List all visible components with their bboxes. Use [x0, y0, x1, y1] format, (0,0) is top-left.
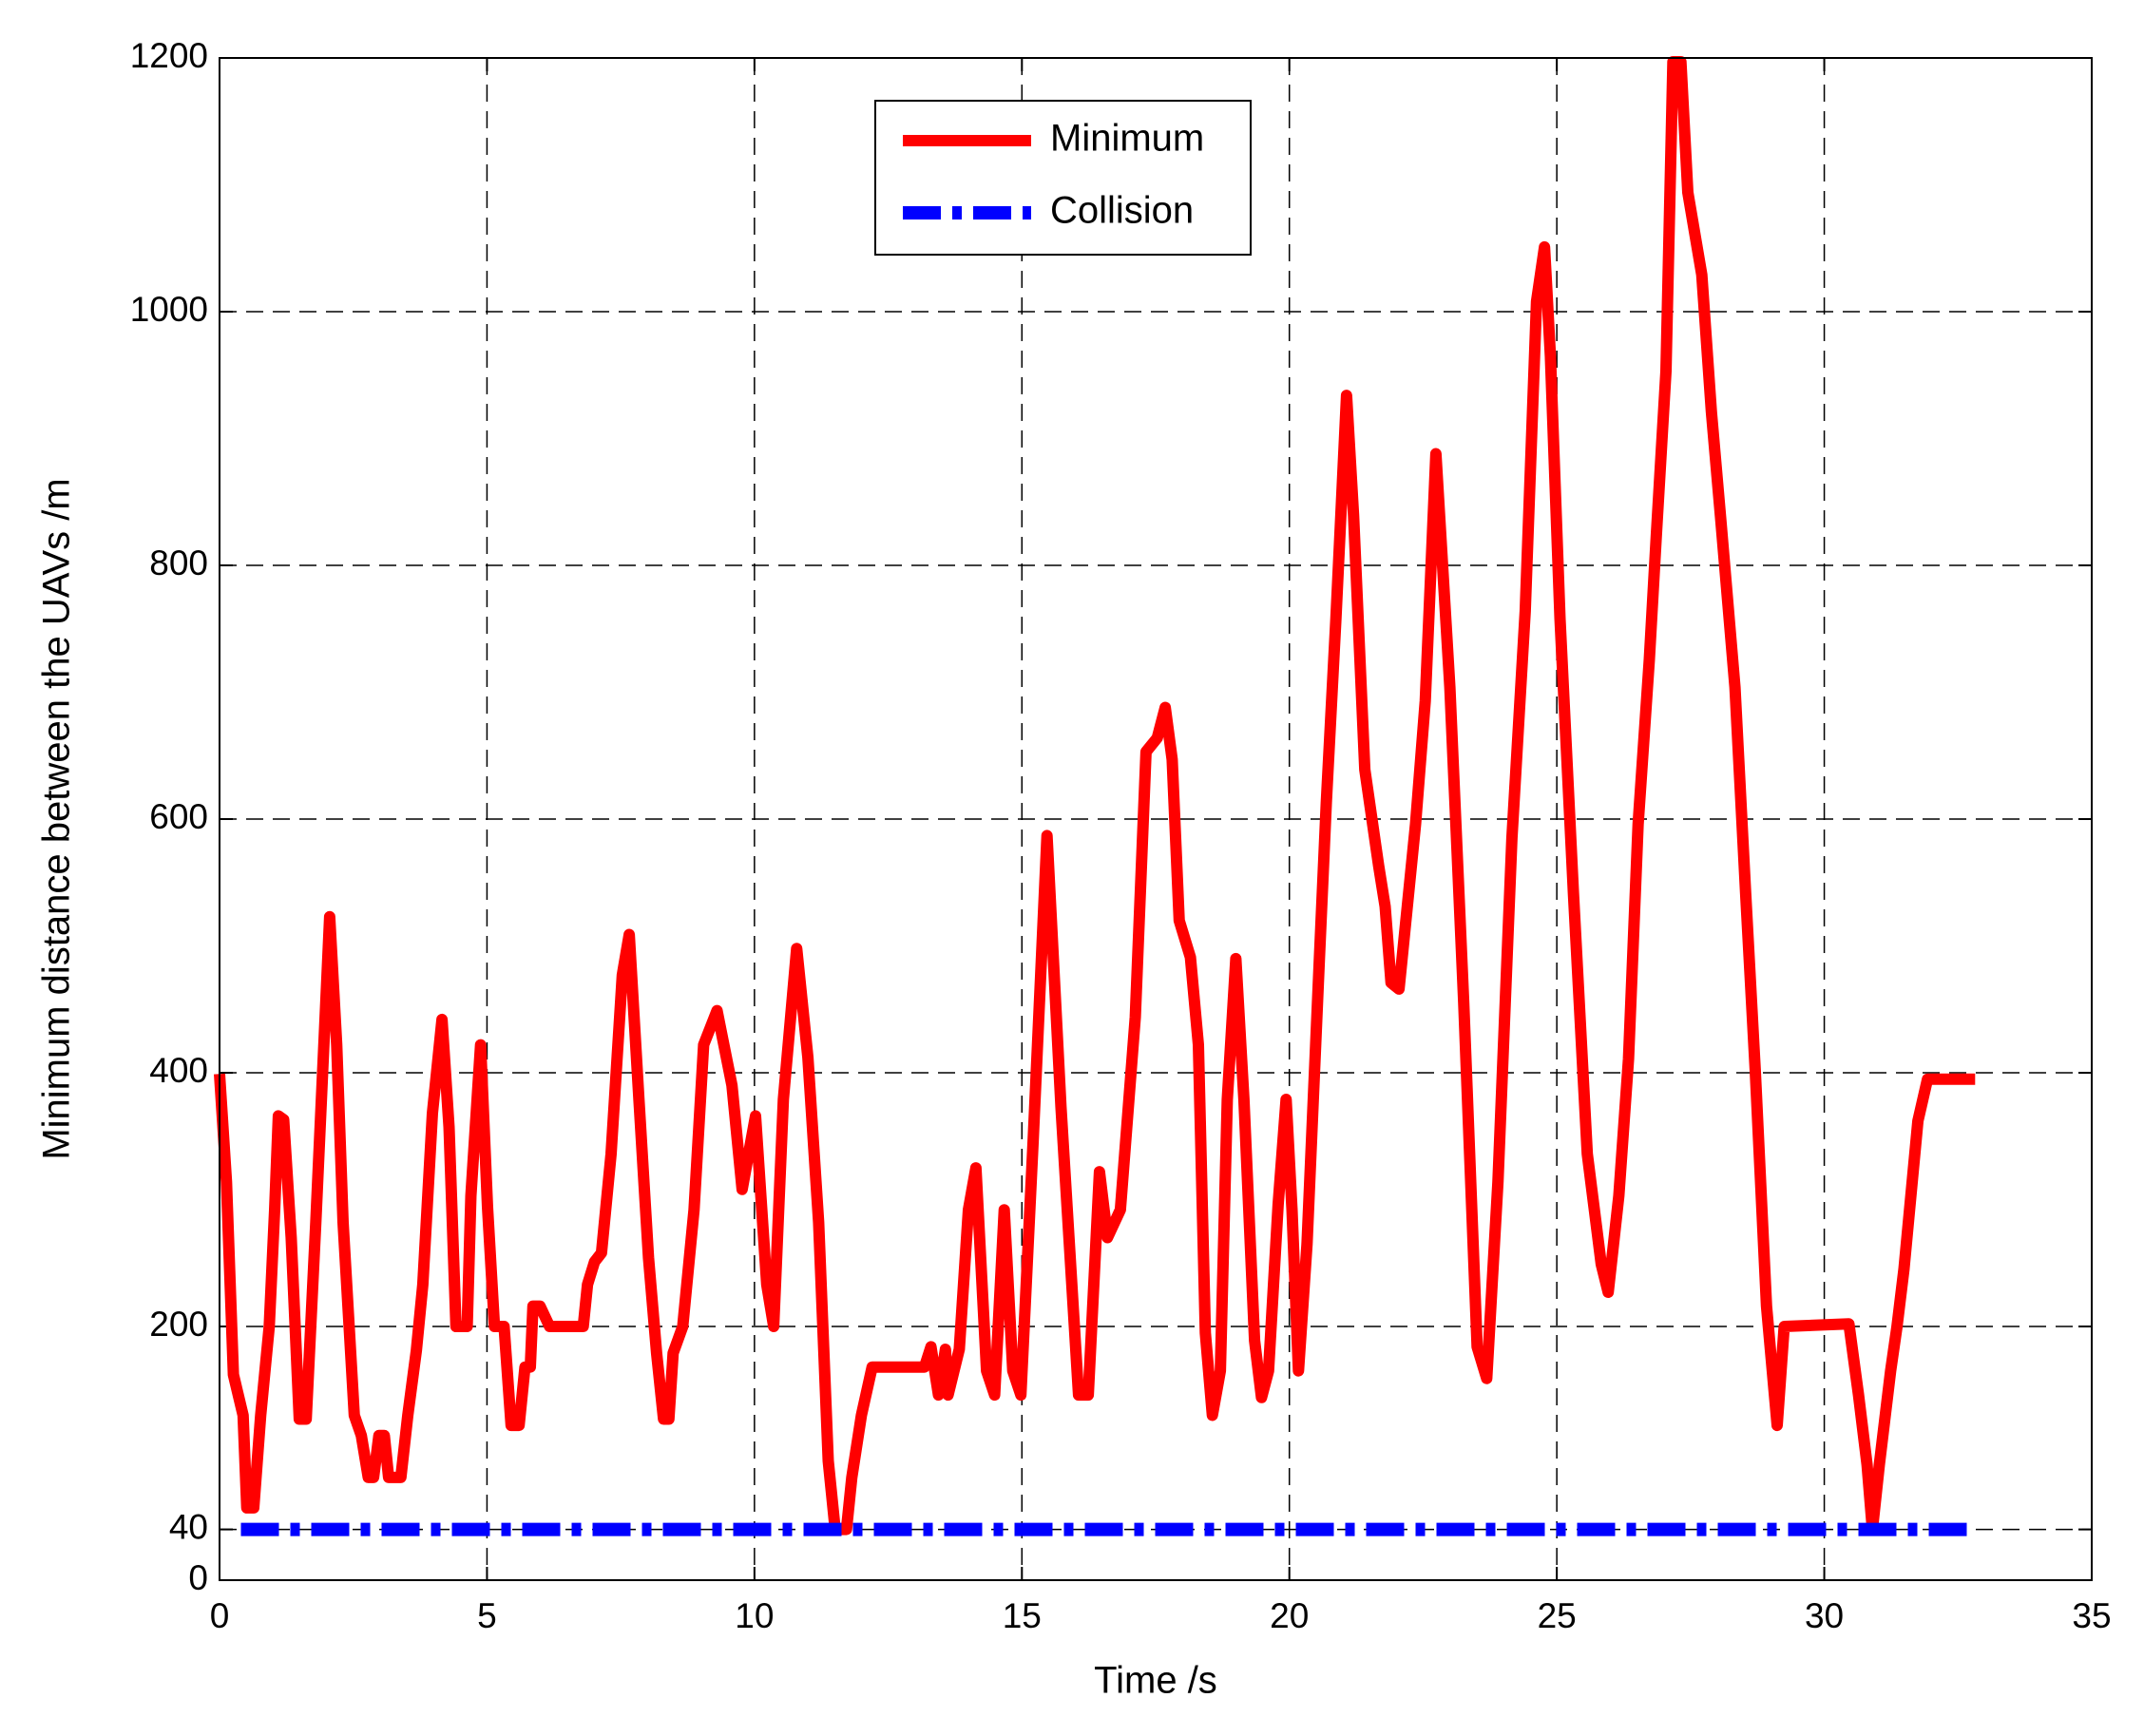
x-tick-label: 25: [1538, 1596, 1577, 1635]
x-tick-label: 5: [477, 1596, 497, 1635]
data-line: [214, 56, 1976, 1536]
y-tick-label: 1200: [130, 36, 208, 75]
x-tick-label: 20: [1270, 1596, 1309, 1635]
y-tick-label: 600: [149, 797, 208, 836]
y-tick-label: 40: [169, 1507, 208, 1546]
x-tick-label: 15: [1003, 1596, 1042, 1635]
x-tick-label: 30: [1805, 1596, 1844, 1635]
x-tick-label: 10: [735, 1596, 774, 1635]
y-axis-label: Minimum distance between the UAVs /m: [36, 478, 78, 1159]
legend-label: Collision: [1050, 190, 1194, 232]
plot-frame: [219, 57, 2093, 1581]
x-tick-label: 35: [2072, 1596, 2111, 1635]
x-axis-label: Time /s: [1094, 1660, 1217, 1702]
y-tick-label: 400: [149, 1051, 208, 1090]
legend-box: [874, 100, 1252, 256]
y-tick-label: 800: [149, 544, 208, 582]
y-tick-label: 200: [149, 1305, 208, 1344]
y-tick-label: 1000: [130, 290, 208, 329]
legend-label: Minimum: [1050, 118, 1204, 160]
x-tick-label: 0: [210, 1596, 230, 1635]
y-tick-label: 0: [188, 1558, 208, 1597]
